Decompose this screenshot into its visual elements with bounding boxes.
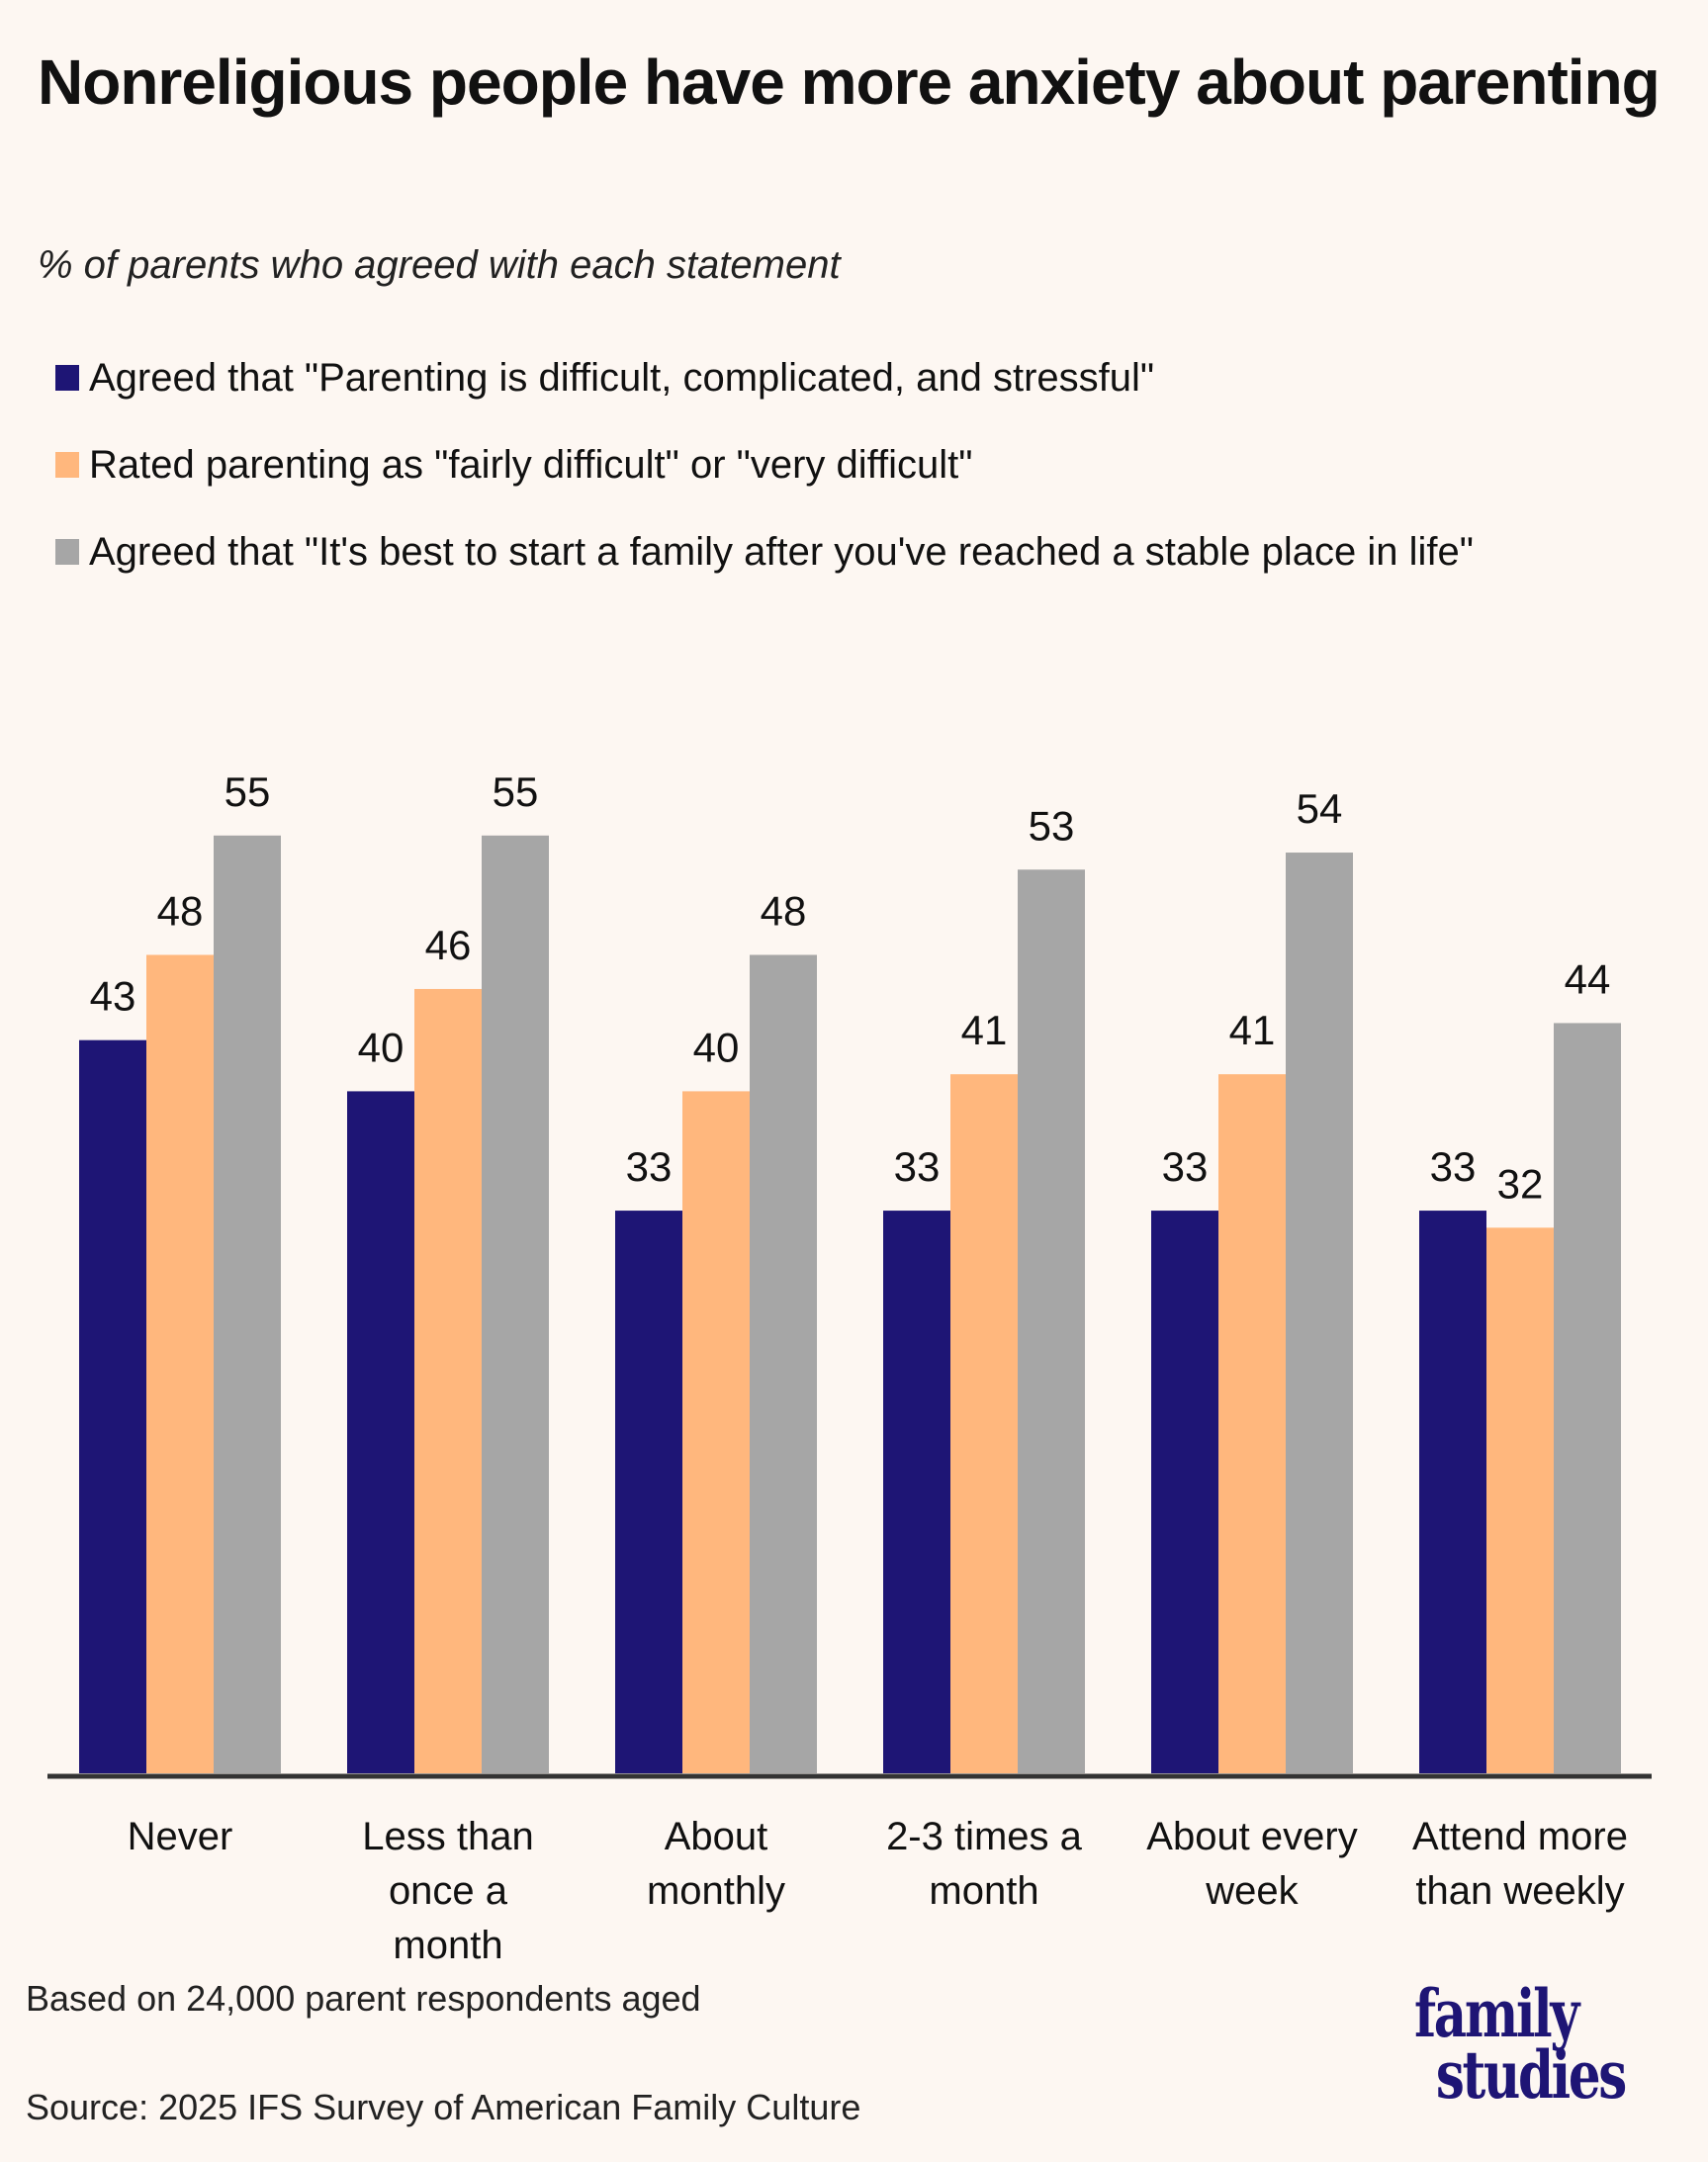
bar-value-label: 33 xyxy=(626,1143,673,1190)
category-label: week xyxy=(1205,1869,1299,1913)
bar-value-label: 41 xyxy=(1229,1007,1276,1053)
bar-gray xyxy=(214,835,281,1773)
legend-label: Agreed that "Parenting is difficult, com… xyxy=(89,355,1155,400)
bar-gray xyxy=(750,954,817,1773)
category-label: About xyxy=(665,1815,768,1858)
bar-value-label: 48 xyxy=(761,887,807,934)
category-label: than weekly xyxy=(1415,1869,1624,1913)
bar-value-label: 55 xyxy=(493,768,539,815)
category-labels-layer: Never Less than once a month About monthly 2-3… xyxy=(128,1815,1628,1967)
bar-value-label: 43 xyxy=(90,973,136,1020)
bar-value-label: 48 xyxy=(157,887,204,934)
bar-value-label: 54 xyxy=(1297,785,1343,832)
bar-orange xyxy=(146,954,214,1773)
bar-navy xyxy=(1151,1211,1218,1773)
category-label: Never xyxy=(128,1815,233,1858)
legend-swatch-navy xyxy=(55,365,79,391)
bar-value-label: 33 xyxy=(894,1143,941,1190)
bar-orange xyxy=(1486,1227,1554,1773)
legend-item: Agreed that "It's best to start a family… xyxy=(55,508,1474,595)
logo-line-2: studies xyxy=(1435,2036,1627,2114)
legend: Agreed that "Parenting is difficult, com… xyxy=(55,334,1474,595)
category-label: monthly xyxy=(647,1869,785,1913)
category-label: month xyxy=(393,1924,502,1967)
bar-navy xyxy=(347,1091,414,1773)
bar-navy xyxy=(79,1039,146,1773)
legend-label: Rated parenting as "fairly difficult" or… xyxy=(89,442,973,487)
bar-value-label: 40 xyxy=(358,1024,405,1070)
bar-orange xyxy=(682,1091,750,1773)
source-note: Source: 2025 IFS Survey of American Fami… xyxy=(26,2087,861,2127)
bar-gray xyxy=(1554,1023,1621,1773)
bar-value-label: 55 xyxy=(225,768,271,815)
bar-navy xyxy=(615,1211,682,1773)
bar-orange xyxy=(1218,1074,1286,1773)
logo-line-1: family xyxy=(1414,1975,1579,2052)
bar-value-label: 53 xyxy=(1029,802,1075,849)
chart-title: Nonreligious people have more anxiety ab… xyxy=(38,46,1661,118)
legend-swatch-gray xyxy=(55,539,79,565)
bar-orange xyxy=(950,1074,1018,1773)
bar-value-label: 33 xyxy=(1162,1143,1209,1190)
bar-value-label: 41 xyxy=(961,1007,1008,1053)
sample-note: Based on 24,000 parent respondents aged xyxy=(26,1978,701,2019)
category-label: About every xyxy=(1146,1815,1357,1858)
bar-gray xyxy=(1286,853,1353,1773)
bar-value-label: 40 xyxy=(693,1024,740,1070)
category-label: month xyxy=(929,1869,1038,1913)
bar-value-label: 33 xyxy=(1430,1143,1477,1190)
bar-orange xyxy=(414,988,482,1773)
bar-gray xyxy=(482,835,549,1773)
bar-value-label: 32 xyxy=(1497,1160,1544,1207)
value-labels-layer: 43 48 55 40 46 55 33 40 48 33 41 53 33 41 54 33 32 44 xyxy=(90,768,1611,1208)
category-label: once a xyxy=(389,1869,508,1913)
legend-label: Agreed that "It's best to start a family… xyxy=(89,529,1474,574)
bar-navy xyxy=(883,1211,950,1773)
legend-item: Rated parenting as "fairly difficult" or… xyxy=(55,421,1474,508)
legend-item: Agreed that "Parenting is difficult, com… xyxy=(55,334,1474,421)
category-label: Attend more xyxy=(1412,1815,1628,1858)
legend-swatch-orange xyxy=(55,452,79,478)
category-label: 2-3 times a xyxy=(886,1815,1083,1858)
bar-value-label: 46 xyxy=(425,922,472,968)
family-studies-logo: family studies xyxy=(1414,1975,1627,2114)
bar-value-label: 44 xyxy=(1565,955,1611,1002)
bars-layer xyxy=(79,835,1621,1773)
chart-subtitle: % of parents who agreed with each statem… xyxy=(38,243,841,287)
category-label: Less than xyxy=(362,1815,533,1858)
bar-gray xyxy=(1018,869,1085,1773)
bar-navy xyxy=(1419,1211,1486,1773)
